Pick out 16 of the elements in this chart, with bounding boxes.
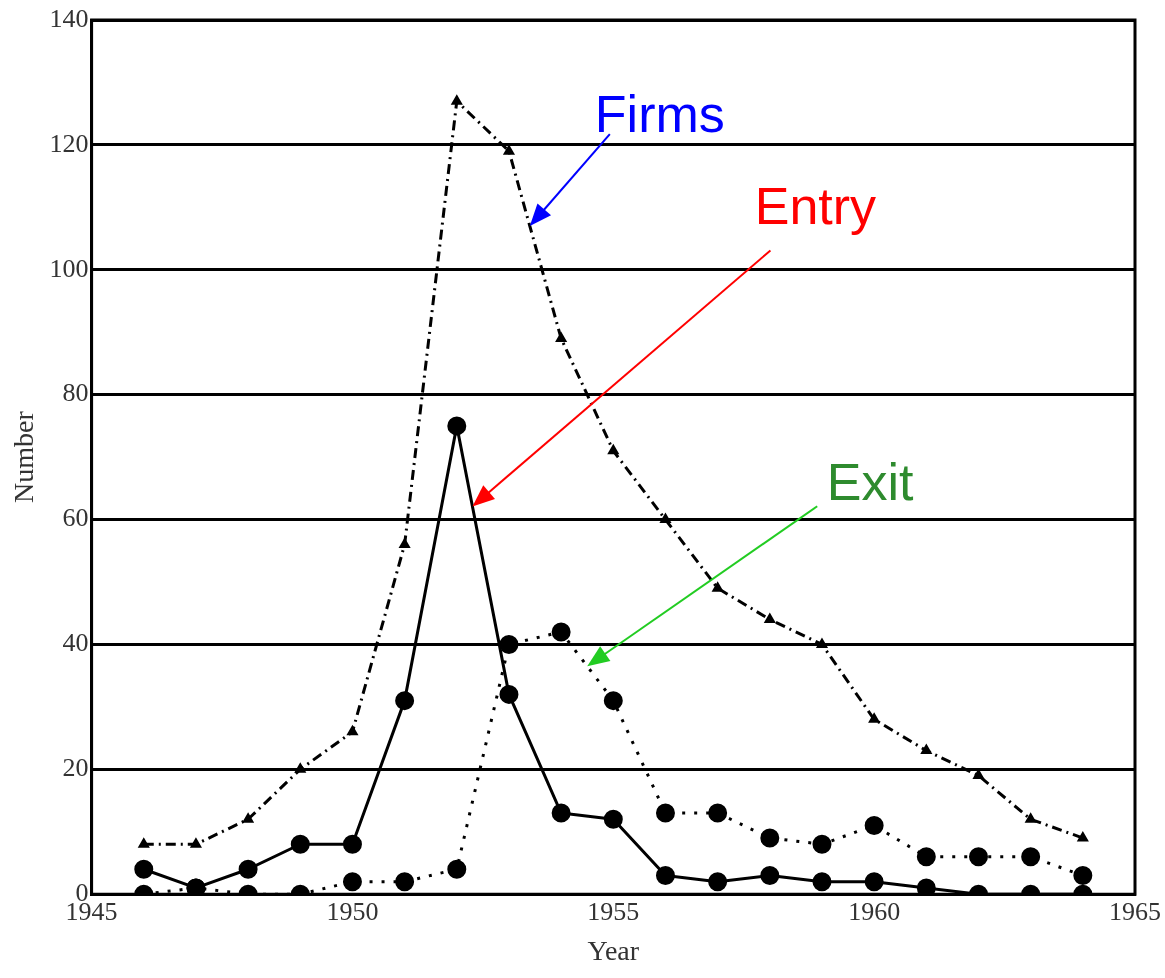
x-tick-label: 1965 [1109, 896, 1161, 926]
y-tick-label: 40 [62, 628, 89, 658]
text: Entry [754, 177, 877, 236]
x-axis-title: Year [587, 934, 640, 966]
y-tick-label: 100 [49, 253, 89, 283]
y-tick-label: 120 [49, 128, 89, 158]
series-label: Firms [594, 85, 725, 144]
y-tick-label: 140 [49, 3, 89, 33]
y-axis-title: Number [8, 410, 40, 503]
text: Exit [826, 453, 915, 512]
x-tick-label: 1955 [587, 896, 640, 926]
y-tick-label: 80 [62, 378, 89, 408]
x-tick-label: 1960 [848, 896, 901, 926]
y-tick-label: 60 [62, 503, 89, 533]
y-tick-label: 20 [62, 753, 89, 783]
x-tick-label: 1950 [326, 896, 379, 926]
